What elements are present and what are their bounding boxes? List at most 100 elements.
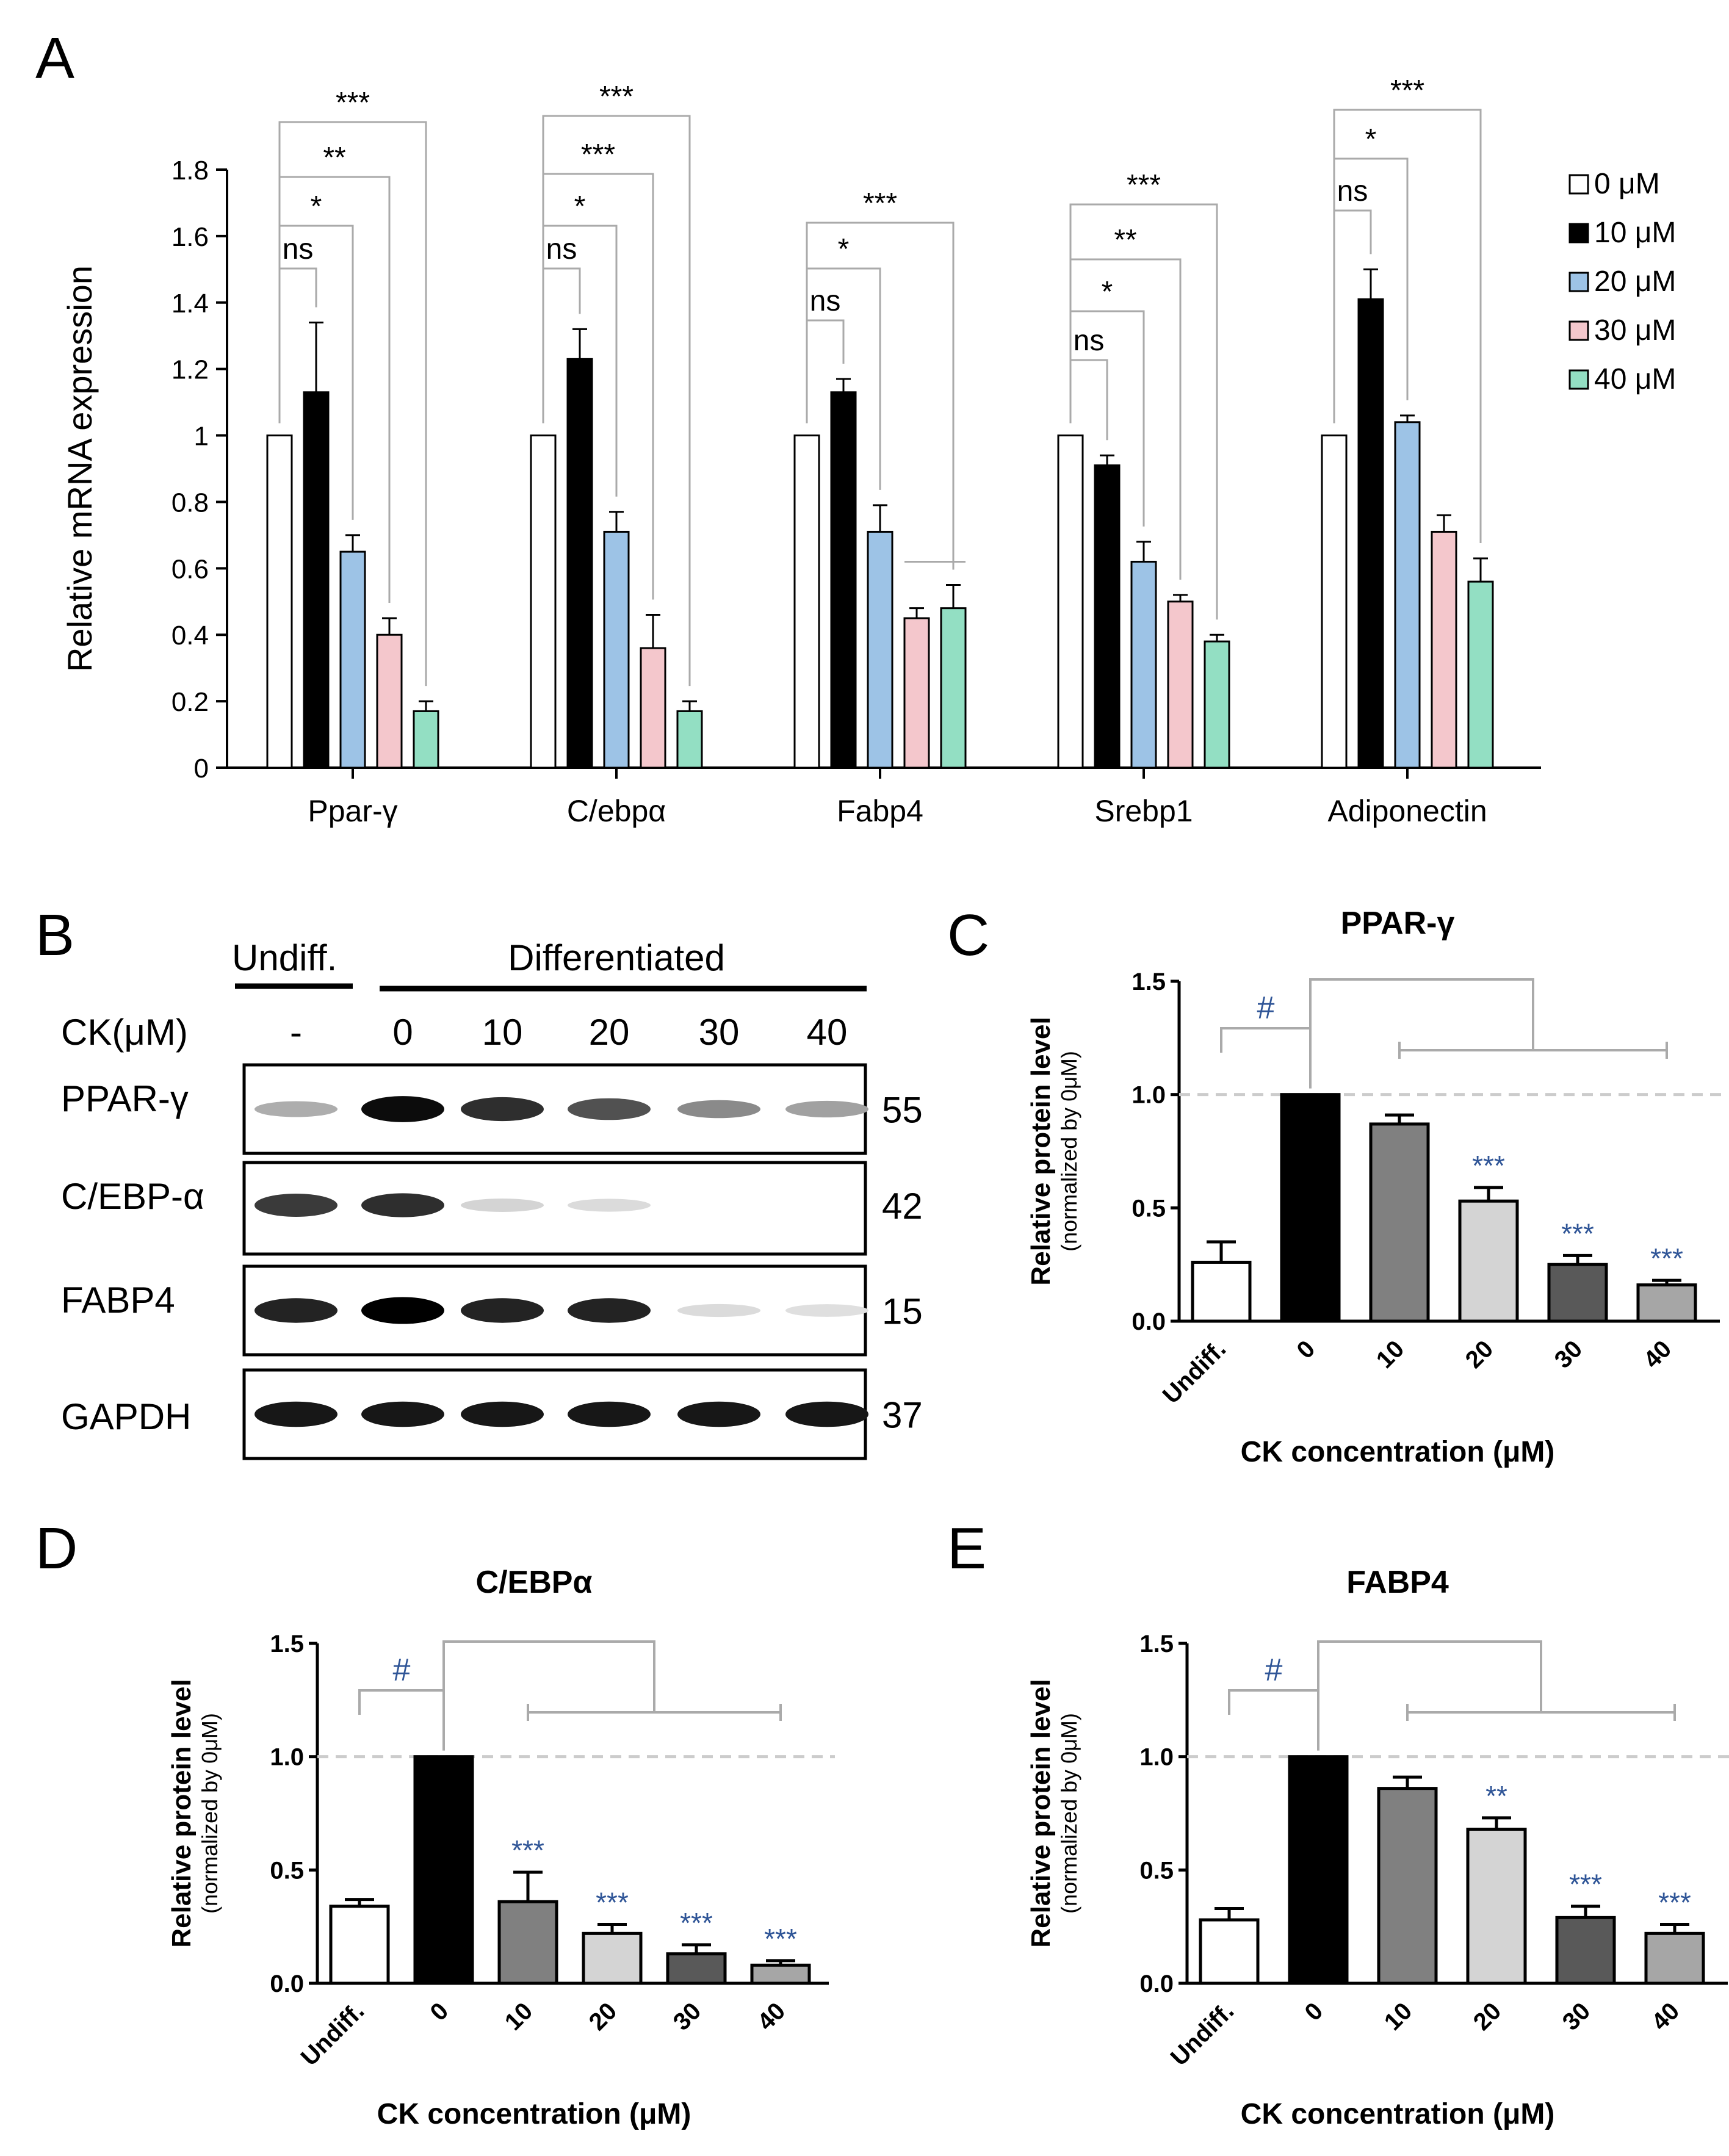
y-tick-label: 1.0 (1132, 1082, 1166, 1109)
blot-band (677, 1100, 760, 1119)
x-tick-label: 30 (1558, 1997, 1596, 2036)
bar (1377, 1787, 1438, 1985)
sig-label: *** (599, 81, 633, 113)
panel-label-b: B (35, 903, 74, 968)
sig-label: *** (1561, 1217, 1594, 1249)
bar (1167, 600, 1194, 769)
blot-band (461, 1097, 544, 1122)
bar (582, 1931, 643, 1985)
sig-label: *** (764, 1923, 797, 1955)
sig-label: *** (1569, 1869, 1602, 1900)
panel-d: D C/EBPα 0.0 0.5 1.0 1.5 Relative protein leve… (35, 1516, 835, 2130)
y-tick-label: 0.5 (1132, 1195, 1166, 1222)
sig-label: ns (810, 285, 841, 317)
y-tick-label: 0.0 (1132, 1308, 1166, 1335)
y-tick-label: 0.2 (171, 687, 209, 717)
blot-band (785, 1100, 868, 1118)
sig-bracket (806, 222, 955, 570)
bar (413, 710, 439, 769)
bar (1321, 434, 1348, 769)
legend-label: 10 μM (1594, 217, 1676, 249)
lane-label: 20 (589, 1012, 630, 1053)
molecular-weight-label: 55 (882, 1090, 923, 1131)
bar (603, 530, 630, 769)
bar (530, 434, 557, 769)
bar (1199, 1918, 1260, 1985)
top-bracket (1317, 1640, 1542, 1751)
chart-title: FABP4 (1346, 1565, 1449, 1600)
legend-swatch (1568, 369, 1589, 390)
top-bracket (1309, 978, 1534, 1089)
x-tick-label: 30 (1550, 1335, 1588, 1374)
x-tick-label: Undiff. (1166, 1997, 1240, 2071)
sig-label: *** (1127, 169, 1161, 201)
x-tick-label: 0 (425, 1997, 454, 2026)
sig-bracket (542, 115, 691, 687)
bar (1204, 640, 1230, 769)
bar (376, 633, 403, 769)
x-tick-label: 40 (1639, 1335, 1677, 1374)
bar (339, 550, 366, 769)
legend-swatch (1568, 174, 1589, 195)
panel-a: A 0 0.2 0.4 0.6 0.8 1 1.2 1.4 1.6 1.8 Relative mRNA… (35, 26, 1676, 828)
y-tick-label: 1.8 (171, 156, 209, 186)
y-tick-label: 0.0 (270, 1970, 304, 1997)
blot-band (568, 1098, 651, 1120)
sig-label: * (311, 190, 322, 223)
bar (1644, 1931, 1705, 1985)
bar (1357, 298, 1384, 769)
bar (1280, 1093, 1341, 1323)
legend-swatch (1568, 320, 1589, 341)
lane-label: 0 (392, 1012, 413, 1053)
y-axis-sublabel: (normalized by 0μM) (1056, 1051, 1081, 1252)
lane-label: - (290, 1012, 302, 1053)
molecular-weight-label: 15 (882, 1291, 923, 1332)
bar (1555, 1916, 1616, 1985)
lane-label: 30 (699, 1012, 740, 1053)
sig-label: *** (1472, 1150, 1505, 1181)
panel-label-e: E (947, 1516, 986, 1581)
blot-band (568, 1298, 651, 1323)
x-tick-label: Fabp4 (837, 794, 923, 828)
bar (830, 391, 857, 769)
blot-band (254, 1298, 337, 1323)
sig-bracket (1069, 203, 1218, 620)
bar (413, 1755, 474, 1985)
bar (497, 1900, 558, 1985)
y-tick-label: 1.4 (171, 289, 209, 319)
x-tick-label: 10 (1379, 1997, 1418, 2036)
x-tick-label: 20 (1460, 1335, 1499, 1374)
sig-label: *** (581, 139, 615, 171)
sig-label: *** (511, 1834, 544, 1866)
blot-band (461, 1298, 544, 1323)
x-tick-label: Srebp1 (1094, 794, 1193, 828)
blot-box (242, 1368, 867, 1460)
blot-band (254, 1101, 337, 1117)
bar (903, 617, 930, 769)
legend-label: 20 μM (1594, 265, 1676, 298)
panel-c: C PPAR-γ 0.0 0.5 1.0 1.5 Relative protein leve… (947, 903, 1726, 1468)
bar (1466, 1827, 1527, 1985)
blot-band (361, 1297, 444, 1324)
sig-label: * (1365, 123, 1377, 156)
bar (1130, 560, 1157, 769)
legend-swatch (1568, 272, 1589, 292)
bar (793, 434, 820, 769)
blot-band (254, 1401, 337, 1427)
bar (640, 647, 666, 769)
y-tick-label: 1.5 (1132, 968, 1166, 995)
blot-band (568, 1199, 651, 1212)
panel-label-d: D (35, 1516, 78, 1581)
blot-box (242, 1063, 867, 1155)
hash-bracket (1228, 1689, 1319, 1715)
bar (1094, 464, 1121, 769)
blot-band (568, 1401, 651, 1427)
bar (676, 710, 703, 769)
y-axis-label: Relative protein level (167, 1679, 197, 1947)
bar (303, 391, 330, 769)
x-tick-label: 40 (753, 1997, 791, 2036)
legend-label: 40 μM (1594, 363, 1676, 395)
bar (666, 1952, 727, 1985)
blot-row-label: GAPDH (61, 1396, 191, 1437)
sig-label: *** (680, 1907, 713, 1939)
